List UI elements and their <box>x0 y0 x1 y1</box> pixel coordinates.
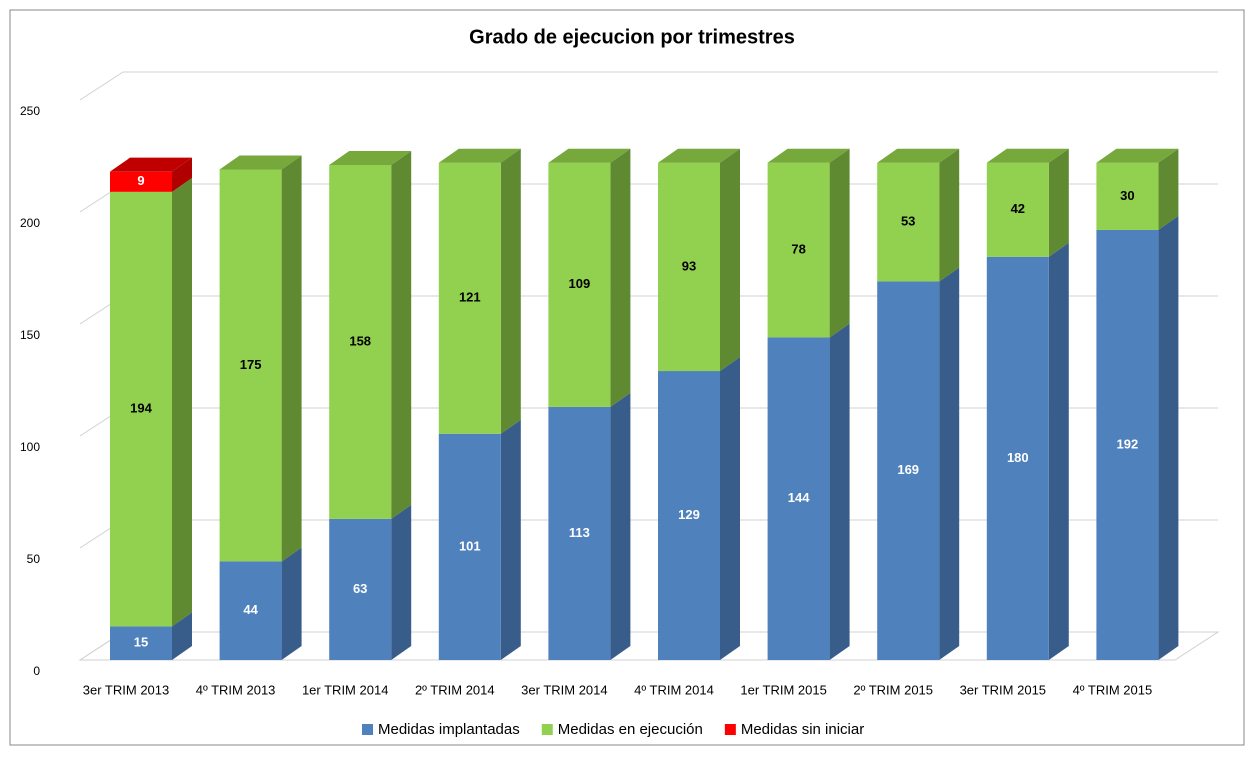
x-tick-label: 3er TRIM 2013 <box>83 682 169 697</box>
bar <box>548 162 611 407</box>
bar <box>548 406 611 660</box>
data-label: 158 <box>349 333 371 348</box>
legend-swatch <box>724 724 736 735</box>
y-tick-label: 200 <box>20 216 40 230</box>
data-label: 9 <box>137 173 144 188</box>
bar <box>1096 229 1159 661</box>
bar-side <box>391 504 412 660</box>
bar <box>438 433 501 660</box>
bar-top <box>110 157 192 172</box>
bar-top <box>548 148 631 163</box>
bar-side <box>720 357 740 660</box>
bar-side <box>610 148 631 407</box>
bar-top <box>658 148 740 163</box>
bar <box>658 371 720 660</box>
bar-side <box>500 419 521 660</box>
bar <box>329 518 392 660</box>
bar-side <box>391 150 412 519</box>
bar-side <box>939 148 960 282</box>
bar-side <box>1158 148 1179 230</box>
bar-top <box>767 148 850 163</box>
bar-side <box>172 177 192 627</box>
bar <box>219 561 282 660</box>
x-tick-label: 4º TRIM 2014 <box>634 682 714 697</box>
bar <box>329 164 392 519</box>
data-label: 129 <box>678 507 700 522</box>
bar-side <box>172 612 192 660</box>
grid-line <box>79 71 124 101</box>
x-tick-label: 3er TRIM 2014 <box>521 682 607 697</box>
y-tick-label: 0 <box>33 664 40 678</box>
bar-top <box>219 155 302 170</box>
bar <box>110 626 172 660</box>
data-label: 93 <box>682 258 696 273</box>
x-tick-label: 4º TRIM 2015 <box>1073 682 1153 697</box>
legend-label: Medidas implantadas <box>378 721 520 738</box>
bar-top <box>1096 148 1179 163</box>
bar <box>658 162 720 372</box>
bar-side <box>829 323 850 660</box>
bar-side <box>281 155 302 562</box>
data-label: 180 <box>1007 450 1029 465</box>
bar-side <box>939 267 960 660</box>
data-label: 175 <box>240 357 262 372</box>
bar <box>877 281 940 660</box>
legend-label: Medidas en ejecución <box>558 721 703 738</box>
data-label: 15 <box>134 635 148 650</box>
y-tick-label: 250 <box>20 104 40 118</box>
x-tick-label: 4º TRIM 2013 <box>196 682 276 697</box>
bar <box>110 191 172 627</box>
bar-side <box>1048 148 1069 257</box>
data-label: 121 <box>459 290 481 305</box>
bar-side <box>500 148 521 434</box>
data-label: 194 <box>130 401 152 416</box>
bar-side <box>829 148 850 338</box>
bar-top <box>877 148 960 163</box>
bar <box>767 337 830 660</box>
bar <box>219 169 282 562</box>
data-label: 53 <box>901 214 915 229</box>
bar-side <box>1158 215 1179 661</box>
data-label: 113 <box>569 525 590 540</box>
x-tick-label: 1er TRIM 2015 <box>740 682 826 697</box>
legend-label: Medidas sin iniciar <box>741 721 864 738</box>
y-tick-label: 150 <box>20 328 40 342</box>
bar-side <box>610 392 631 660</box>
legend-swatch <box>362 724 373 735</box>
bar-side <box>172 157 192 192</box>
bar-side <box>281 547 302 660</box>
data-label: 144 <box>788 490 810 505</box>
bar-top <box>986 148 1069 163</box>
x-tick-label: 3er TRIM 2015 <box>960 682 1046 697</box>
data-label: 44 <box>243 602 258 617</box>
bar-top <box>438 148 521 163</box>
data-label: 192 <box>1117 436 1139 451</box>
data-label: 109 <box>569 276 591 291</box>
bar <box>767 162 830 338</box>
bar <box>986 256 1049 660</box>
legend-swatch <box>541 724 553 735</box>
y-tick-label: 50 <box>27 552 41 566</box>
bar <box>986 162 1049 257</box>
data-label: 30 <box>1120 188 1134 203</box>
data-label: 78 <box>791 242 805 257</box>
bar <box>877 162 940 282</box>
bar-top <box>329 150 412 165</box>
y-tick-label: 100 <box>20 440 40 454</box>
bar-side <box>720 148 740 372</box>
bar <box>110 171 172 192</box>
data-label: 169 <box>897 462 919 477</box>
data-label: 42 <box>1011 201 1025 216</box>
bar <box>438 162 501 434</box>
bar <box>1096 162 1159 230</box>
data-label: 63 <box>353 581 367 596</box>
bar-side <box>1048 242 1069 661</box>
data-label: 101 <box>459 538 481 553</box>
x-tick-label: 1er TRIM 2014 <box>302 682 388 697</box>
x-tick-label: 2º TRIM 2014 <box>415 682 495 697</box>
chart-title: Grado de ejecucion por trimestres <box>469 26 795 48</box>
x-tick-label: 2º TRIM 2015 <box>853 682 933 697</box>
